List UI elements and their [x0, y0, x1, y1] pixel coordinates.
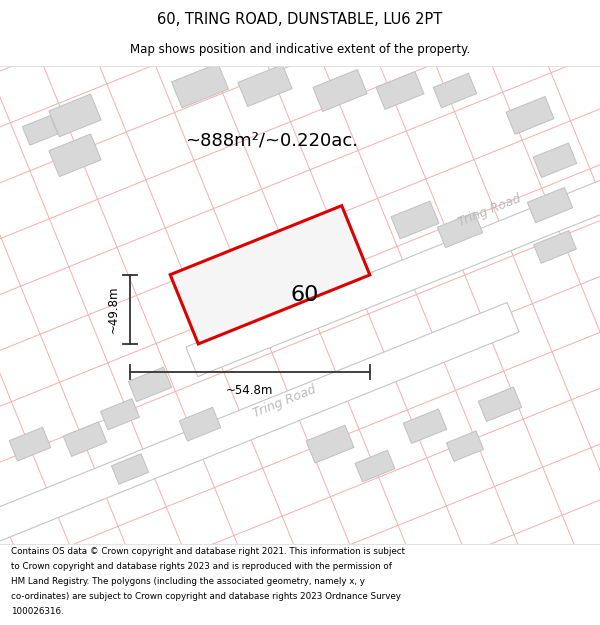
Polygon shape	[9, 428, 51, 461]
Polygon shape	[533, 231, 577, 263]
Text: Map shows position and indicative extent of the property.: Map shows position and indicative extent…	[130, 42, 470, 56]
Text: ~49.8m: ~49.8m	[107, 286, 120, 333]
Polygon shape	[128, 367, 172, 402]
Polygon shape	[391, 201, 439, 239]
Polygon shape	[355, 450, 395, 482]
Polygon shape	[170, 206, 370, 344]
Text: 60: 60	[291, 285, 319, 305]
Polygon shape	[112, 454, 149, 484]
Polygon shape	[172, 63, 229, 108]
Polygon shape	[0, 302, 519, 556]
Text: Contains OS data © Crown copyright and database right 2021. This information is : Contains OS data © Crown copyright and d…	[11, 547, 405, 556]
Polygon shape	[100, 399, 140, 430]
Polygon shape	[437, 213, 482, 248]
Polygon shape	[527, 188, 572, 222]
Polygon shape	[63, 422, 107, 456]
Polygon shape	[22, 116, 58, 145]
Text: HM Land Registry. The polygons (including the associated geometry, namely x, y: HM Land Registry. The polygons (includin…	[11, 577, 365, 586]
Polygon shape	[49, 94, 101, 137]
Text: to Crown copyright and database rights 2023 and is reproduced with the permissio: to Crown copyright and database rights 2…	[11, 562, 392, 571]
Text: Tring Road: Tring Road	[251, 382, 319, 420]
Polygon shape	[433, 73, 477, 107]
Polygon shape	[238, 64, 292, 106]
Text: co-ordinates) are subject to Crown copyright and database rights 2023 Ordnance S: co-ordinates) are subject to Crown copyr…	[11, 592, 401, 601]
Text: Tring Road: Tring Road	[457, 191, 523, 229]
Text: 100026316.: 100026316.	[11, 607, 64, 616]
Polygon shape	[186, 123, 600, 377]
Polygon shape	[313, 69, 367, 111]
Polygon shape	[179, 408, 221, 441]
Polygon shape	[533, 143, 577, 177]
Polygon shape	[506, 96, 554, 134]
Polygon shape	[376, 72, 424, 109]
Text: ~888m²/~0.220ac.: ~888m²/~0.220ac.	[185, 131, 358, 149]
Polygon shape	[306, 425, 354, 463]
Polygon shape	[403, 409, 447, 444]
Text: 60, TRING ROAD, DUNSTABLE, LU6 2PT: 60, TRING ROAD, DUNSTABLE, LU6 2PT	[157, 12, 443, 27]
Text: ~54.8m: ~54.8m	[226, 384, 274, 397]
Polygon shape	[478, 387, 522, 421]
Polygon shape	[446, 431, 484, 461]
Polygon shape	[49, 134, 101, 177]
